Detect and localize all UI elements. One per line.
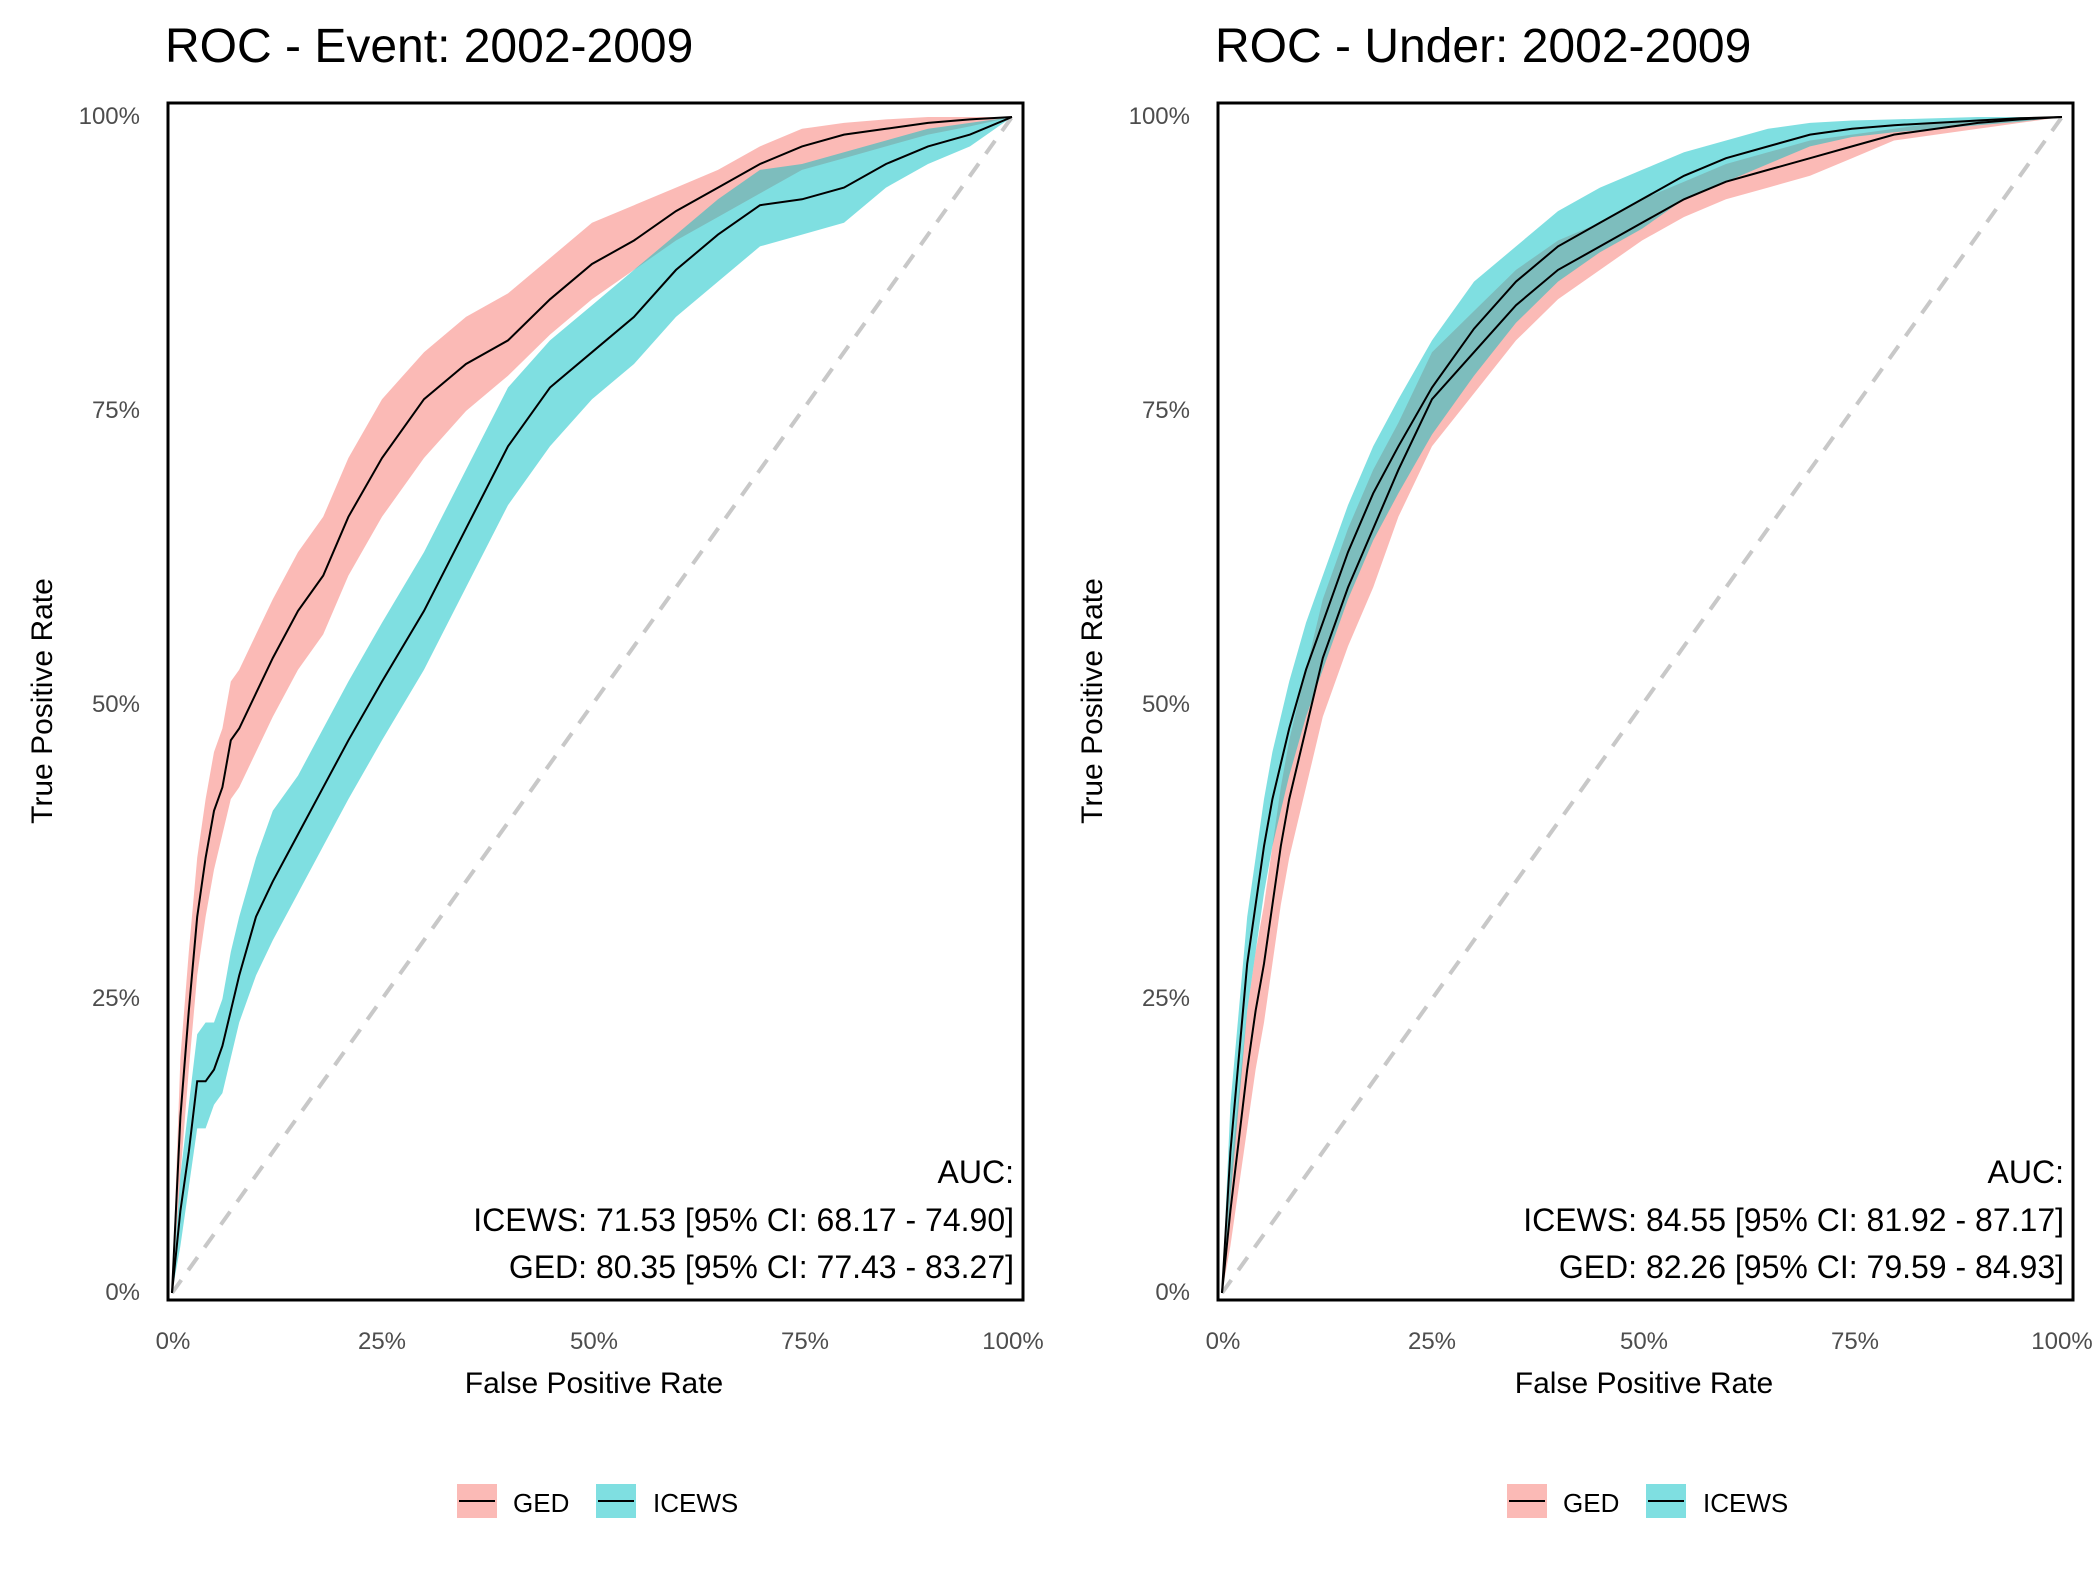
diagonal-reference-line xyxy=(170,115,1014,1295)
y-tick-label: 100% xyxy=(1129,103,1190,130)
legend-label-icews: ICEWS xyxy=(1703,1488,1788,1518)
y-tick-label: 75% xyxy=(1142,397,1190,424)
legend-label-icews: ICEWS xyxy=(653,1488,738,1518)
x-tick-label: 75% xyxy=(781,1328,829,1355)
auc-annotation-heading: AUC: xyxy=(938,1154,1014,1190)
ci-band-ged xyxy=(172,117,1012,1293)
roc-line-icews xyxy=(171,116,1013,1294)
y-tick-label: 25% xyxy=(92,985,140,1012)
y-tick-label: 50% xyxy=(92,691,140,718)
x-tick-label: 100% xyxy=(2031,1328,2092,1355)
auc-annotation-icews: ICEWS: 71.53 [95% CI: 68.17 - 74.90] xyxy=(473,1202,1014,1238)
legend-label-ged: GED xyxy=(1563,1488,1619,1518)
plot-frame xyxy=(1216,101,2075,1302)
roc-line-icews xyxy=(1221,116,2063,1294)
ci-band-icews xyxy=(1222,117,2062,1293)
plot-area xyxy=(170,115,1014,1295)
y-axis-label: True Positive Rate xyxy=(26,578,59,824)
auc-annotation-icews: ICEWS: 84.55 [95% CI: 81.92 - 87.17] xyxy=(1523,1202,2064,1238)
x-tick-label: 25% xyxy=(358,1328,406,1355)
roc-panel-under: ROC - Under: 2002-2009 100% 75% 50% 25% … xyxy=(1076,20,2093,1518)
y-tick-label: 50% xyxy=(1142,691,1190,718)
x-axis-label: False Positive Rate xyxy=(465,1367,723,1400)
y-tick-label: 100% xyxy=(79,103,140,130)
y-tick-label: 25% xyxy=(1142,985,1190,1012)
x-tick-label: 75% xyxy=(1831,1328,1879,1355)
chart-title: ROC - Under: 2002-2009 xyxy=(1215,20,1751,73)
x-tick-label: 25% xyxy=(1408,1328,1456,1355)
roc-line-ged xyxy=(1221,116,2063,1294)
auc-annotation-ged: GED: 80.35 [95% CI: 77.43 - 83.27] xyxy=(509,1249,1014,1285)
y-tick-label: 75% xyxy=(92,397,140,424)
legend: GED ICEWS xyxy=(1507,1484,1788,1518)
plot-area xyxy=(1220,115,2064,1295)
diagonal-reference-line xyxy=(1220,115,2064,1295)
y-tick-label: 0% xyxy=(105,1279,140,1306)
legend-label-ged: GED xyxy=(513,1488,569,1518)
x-tick-label: 50% xyxy=(570,1328,618,1355)
x-tick-label: 0% xyxy=(1206,1328,1241,1355)
auc-annotation-heading: AUC: xyxy=(1988,1154,2064,1190)
x-tick-label: 0% xyxy=(156,1328,191,1355)
roc-line-ged xyxy=(171,116,1013,1294)
roc-panel-event: ROC - Event: 2002-2009 100% 75% 50% 25% … xyxy=(26,20,1044,1518)
x-tick-label: 100% xyxy=(982,1328,1043,1355)
y-tick-label: 0% xyxy=(1155,1279,1190,1306)
chart-title: ROC - Event: 2002-2009 xyxy=(165,20,693,73)
auc-annotation-ged: GED: 82.26 [95% CI: 79.59 - 84.93] xyxy=(1559,1249,2064,1285)
plot-frame xyxy=(166,101,1025,1302)
x-tick-label: 50% xyxy=(1620,1328,1668,1355)
y-axis-label: True Positive Rate xyxy=(1076,578,1109,824)
legend: GED ICEWS xyxy=(457,1484,738,1518)
x-axis-label: False Positive Rate xyxy=(1515,1367,1773,1400)
